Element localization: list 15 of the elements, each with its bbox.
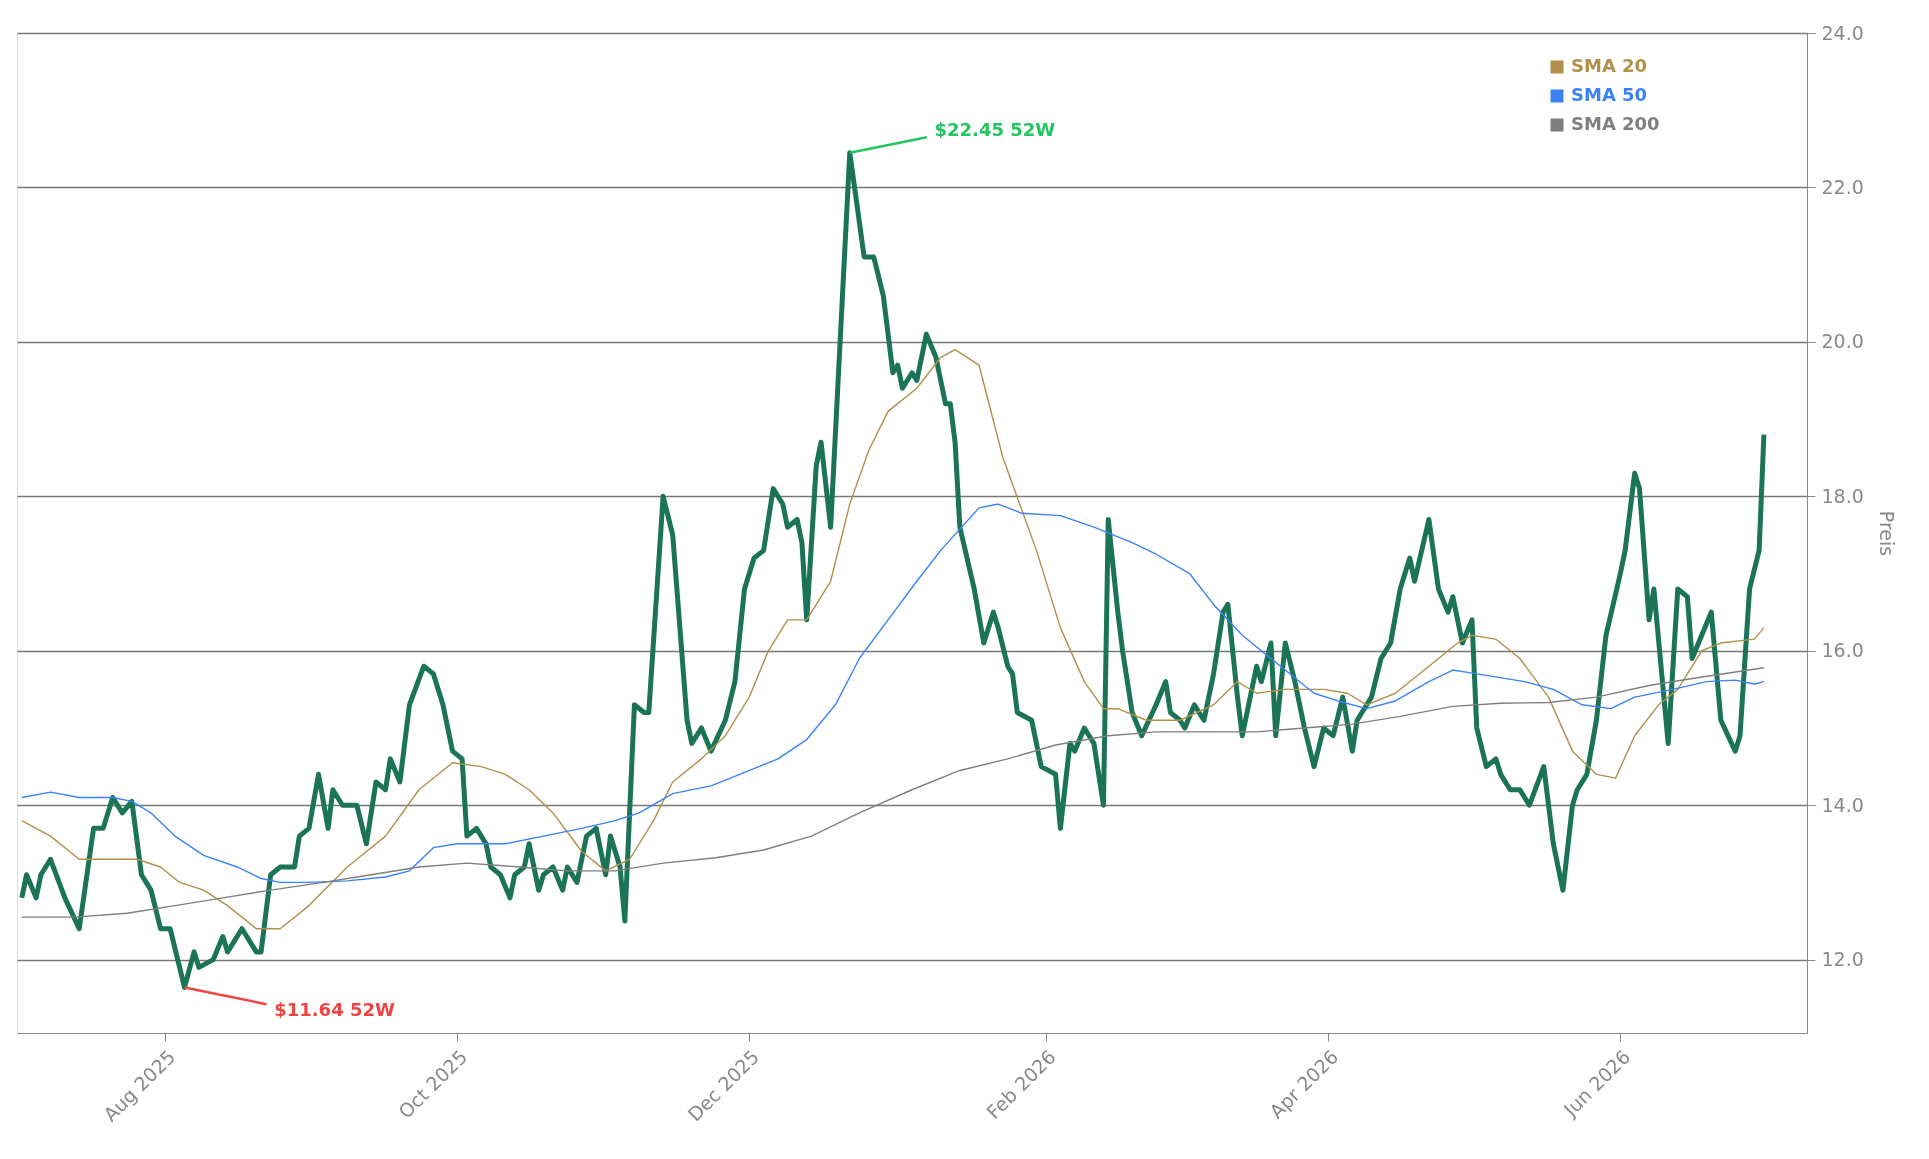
legend-label: SMA 20 bbox=[1571, 55, 1648, 76]
y-tick-label: 24.0 bbox=[1821, 21, 1864, 44]
line-series bbox=[21, 348, 1765, 930]
legend-label: SMA 200 bbox=[1571, 113, 1660, 134]
y-tick-label: 22.0 bbox=[1821, 175, 1864, 198]
annotation: $11.64 52W bbox=[274, 999, 395, 1021]
y-tick-label: 16.0 bbox=[1821, 639, 1864, 662]
y-axis-title: Preis bbox=[1875, 510, 1898, 557]
y-tick-label: 18.0 bbox=[1821, 484, 1864, 507]
legend-label: SMA 50 bbox=[1571, 84, 1648, 105]
y-tick-label: 12.0 bbox=[1821, 948, 1864, 971]
y-tick-label: 14.0 bbox=[1821, 793, 1864, 816]
y-tick-label: 20.0 bbox=[1821, 330, 1864, 353]
annotation: $22.45 52W bbox=[934, 118, 1056, 140]
line-series bbox=[21, 503, 1765, 884]
